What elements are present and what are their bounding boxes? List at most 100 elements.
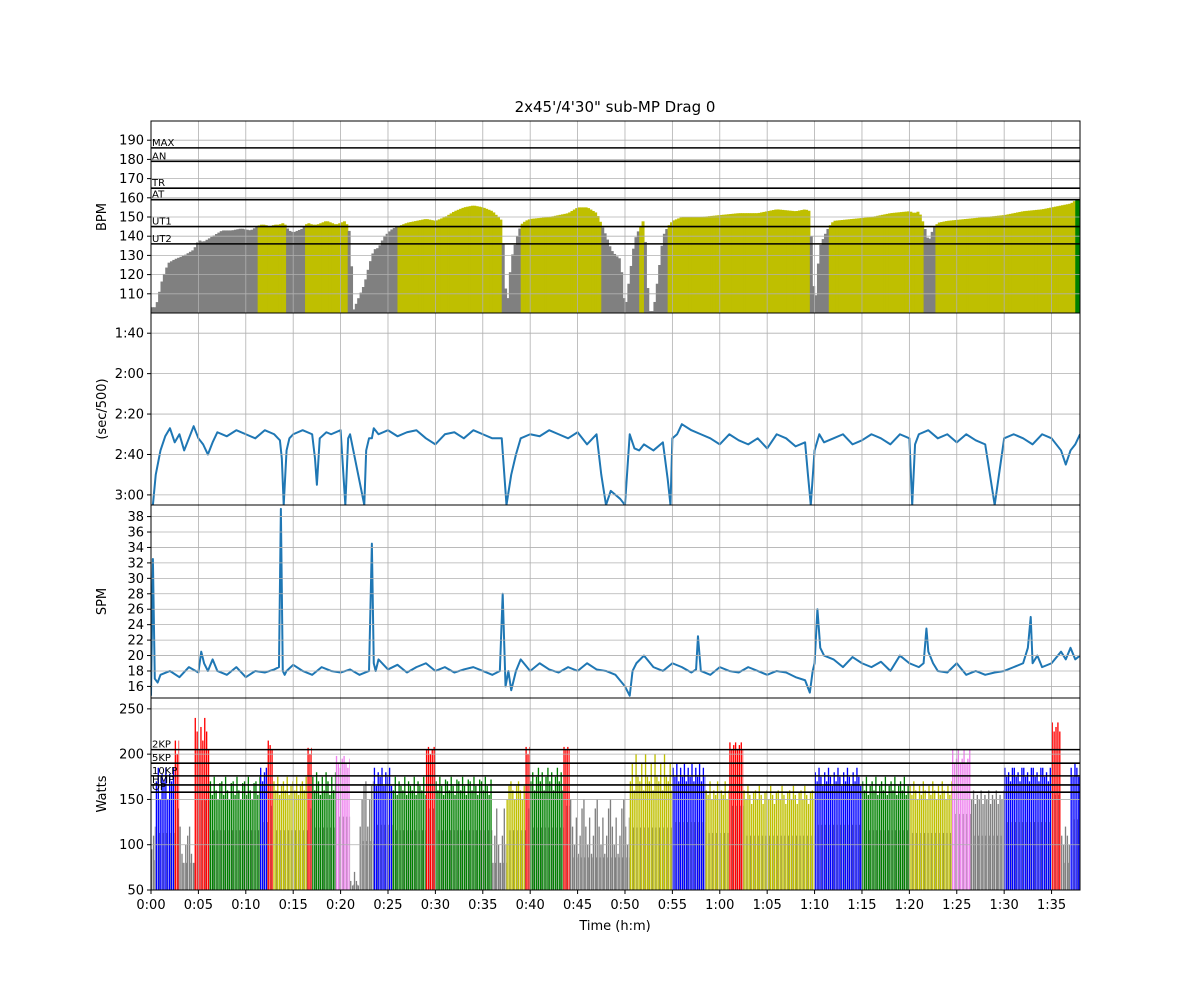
power-bar (480, 830, 481, 890)
power-bar (635, 754, 636, 890)
power-bar (682, 777, 683, 890)
y-tick-label: 150 (119, 211, 144, 226)
power-bar (1025, 777, 1026, 890)
power-bar (446, 830, 447, 890)
power-bar (662, 790, 663, 890)
y-tick-label: 140 (119, 230, 144, 245)
power-bar (1074, 763, 1075, 890)
x-tick-label: 0:20 (326, 898, 355, 913)
x-tick-label: 1:00 (705, 898, 734, 913)
power-bar (392, 825, 393, 890)
power-bar (1033, 768, 1034, 890)
power-bar (600, 845, 601, 890)
power-bar (232, 830, 233, 890)
power-bar (159, 833, 160, 890)
power-bar (932, 781, 933, 890)
power-bar (262, 781, 263, 890)
x-tick-label: 0:50 (610, 898, 639, 913)
power-bar (288, 830, 289, 890)
y-tick-label: 30 (127, 572, 144, 587)
power-bar (938, 786, 939, 890)
power-bar (1027, 772, 1028, 890)
power-bar (396, 830, 397, 890)
power-bar (854, 781, 855, 890)
power-bar (379, 777, 380, 890)
power-bar (881, 781, 882, 890)
power-bar (263, 822, 264, 890)
power-bar (319, 828, 320, 890)
y-tick-label: 32 (127, 556, 144, 571)
power-bar (311, 748, 312, 890)
power-bar (679, 822, 680, 890)
power-bar (766, 836, 767, 890)
power-bar (849, 777, 850, 890)
power-bar (385, 772, 386, 890)
power-bar (1053, 732, 1054, 890)
power-bar (154, 860, 155, 890)
x-tick-label: 0:15 (279, 898, 308, 913)
power-bar (600, 857, 601, 890)
power-bar (598, 827, 599, 890)
power-bar (318, 781, 319, 890)
power-bar (391, 786, 392, 890)
power-bar (243, 830, 244, 890)
power-bar (593, 836, 594, 890)
power-bar (378, 772, 379, 890)
power-bar (504, 808, 505, 890)
power-bar (352, 885, 353, 890)
power-bar (415, 795, 416, 890)
power-bar (442, 830, 443, 890)
power-bar (833, 825, 834, 890)
power-bar (755, 790, 756, 890)
power-bar (750, 836, 751, 890)
power-bar (520, 790, 521, 890)
power-bar (573, 857, 574, 890)
power-bar (907, 786, 908, 890)
power-bar (954, 763, 955, 890)
power-bar (492, 830, 493, 890)
power-bar (617, 854, 618, 890)
power-bar (223, 795, 224, 890)
power-bar (1076, 768, 1077, 890)
power-bar (785, 804, 786, 890)
power-bar (322, 777, 323, 890)
power-bar (234, 795, 235, 890)
x-axis-label: Time (h:m) (578, 919, 650, 934)
power-bar (217, 830, 218, 890)
power-bar (556, 828, 557, 890)
power-bar (404, 777, 405, 890)
power-bar (191, 854, 192, 890)
power-bar (542, 772, 543, 890)
power-bar (1045, 822, 1046, 890)
power-bar (419, 786, 420, 890)
power-bar (284, 830, 285, 890)
power-bar (963, 750, 964, 890)
hr-bar (350, 266, 353, 313)
power-bar (560, 828, 561, 890)
power-bar (255, 781, 256, 890)
power-bar (585, 827, 586, 890)
y-tick-label: 180 (119, 153, 144, 168)
power-bar (660, 763, 661, 890)
power-bar (1014, 768, 1015, 890)
power-bar (492, 863, 493, 890)
ref-line-label: MAX (152, 138, 174, 149)
power-bar (721, 790, 722, 890)
power-bar (904, 777, 905, 890)
power-bar (345, 763, 346, 890)
power-bar (667, 828, 668, 890)
power-bar (728, 833, 729, 890)
power-bar (186, 863, 187, 890)
power-bar (741, 742, 742, 890)
power-bar (774, 804, 775, 890)
power-bar (1059, 732, 1060, 890)
y-tick-label: 28 (127, 587, 144, 602)
power-bar (928, 833, 929, 890)
power-bar (227, 790, 228, 890)
power-bar (702, 822, 703, 890)
power-bar (740, 806, 741, 890)
power-bar (376, 786, 377, 890)
power-bar (500, 863, 501, 890)
power-bar (363, 786, 364, 890)
power-bar (171, 781, 172, 890)
